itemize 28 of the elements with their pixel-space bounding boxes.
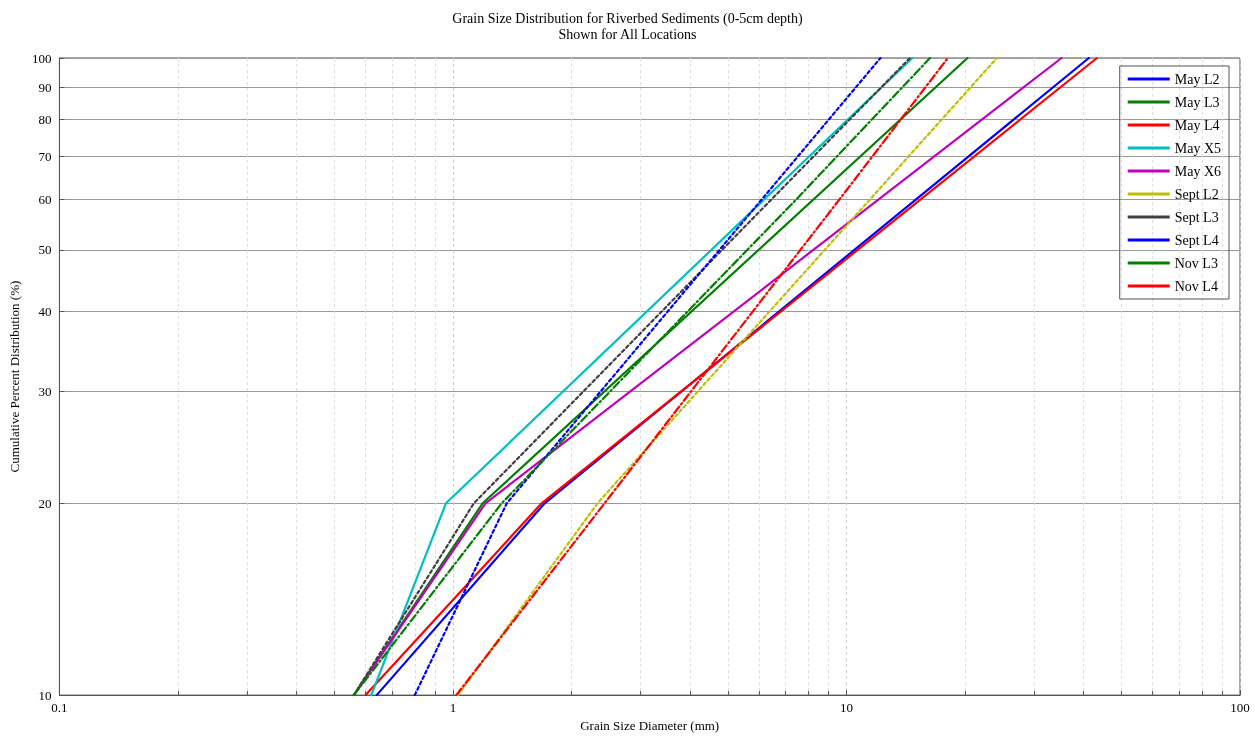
y-tick-label: 90 xyxy=(38,79,52,95)
chart-subtitle: Shown for All Locations xyxy=(558,26,697,42)
y-tick-label: 80 xyxy=(38,112,52,128)
y-tick-label: 100 xyxy=(31,50,52,66)
y-tick-label: 30 xyxy=(38,383,52,399)
legend-label: Sept L3 xyxy=(1174,209,1219,225)
legend-label: May L4 xyxy=(1174,117,1220,133)
x-tick-label: 10 xyxy=(839,700,853,716)
chart-title: Grain Size Distribution for Riverbed Sediments (0-5cm depth) xyxy=(452,10,803,27)
y-tick-label: 70 xyxy=(38,149,52,165)
legend-label: May L3 xyxy=(1174,94,1220,110)
y-axis-title: Cumulative Percent Distribution (%) xyxy=(7,280,22,473)
legend-label: Nov L3 xyxy=(1174,255,1218,271)
y-tick-label: 20 xyxy=(38,495,52,511)
x-axis-title: Grain Size Diameter (mm) xyxy=(580,718,720,733)
y-tick-label: 50 xyxy=(38,242,52,258)
x-tick-label: 1 xyxy=(449,700,457,716)
legend-label: May X6 xyxy=(1174,163,1222,179)
legend-label: Sept L2 xyxy=(1174,186,1219,202)
x-tick-label: 0.1 xyxy=(51,700,68,716)
legend-label: May L2 xyxy=(1174,71,1220,87)
legend-label: Nov L4 xyxy=(1174,278,1218,294)
x-tick-label: 100 xyxy=(1230,700,1250,716)
legend-label: May X5 xyxy=(1174,140,1222,156)
y-tick-label: 60 xyxy=(38,191,52,207)
legend-label: Sept L4 xyxy=(1174,232,1219,248)
y-tick-label: 40 xyxy=(38,304,52,320)
y-tick-label: 10 xyxy=(38,687,52,703)
